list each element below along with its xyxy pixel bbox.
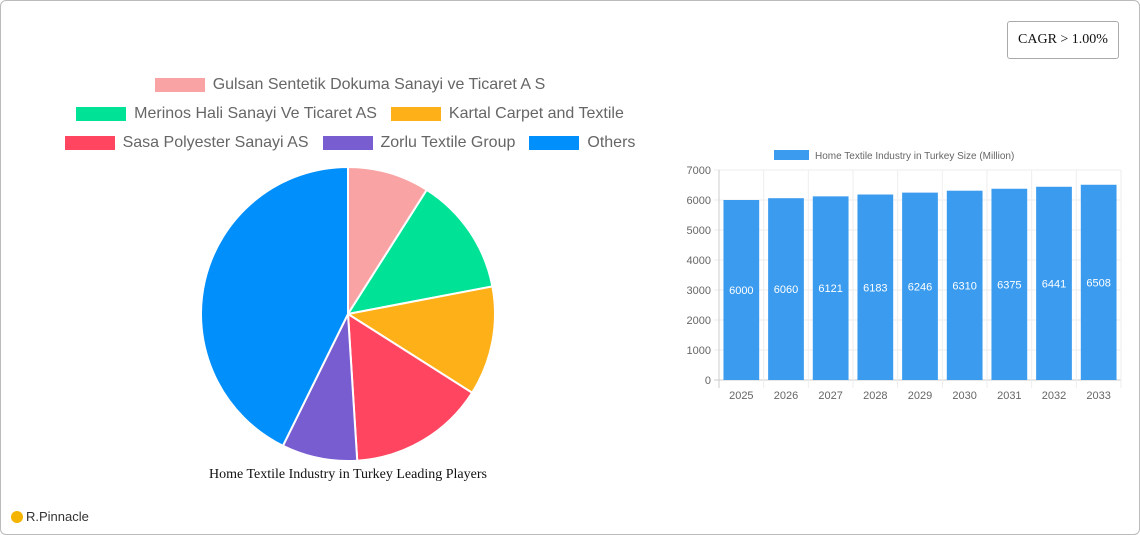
x-tick-label: 2027 bbox=[818, 390, 842, 402]
bar[interactable] bbox=[946, 190, 983, 380]
pie-slice[interactable] bbox=[347, 165, 429, 318]
brand-logo: R.Pinnacle bbox=[11, 509, 89, 524]
y-tick-label: 4000 bbox=[687, 255, 711, 267]
bar-value-label: 6000 bbox=[729, 285, 753, 297]
y-tick-label: 7000 bbox=[687, 165, 711, 177]
y-tick-label: 5000 bbox=[687, 225, 711, 237]
legend-label: Kartal Carpet and Textile bbox=[448, 105, 624, 122]
legend-item[interactable]: Zorlu Textile Group bbox=[322, 134, 516, 152]
x-tick-label: 2033 bbox=[1086, 390, 1110, 402]
bar-value-label: 6060 bbox=[774, 284, 798, 296]
y-tick-label: 6000 bbox=[687, 195, 711, 207]
x-tick-label: 2032 bbox=[1042, 390, 1066, 402]
pie-slice[interactable] bbox=[345, 285, 496, 395]
legend-label: Sasa Polyester Sanayi AS bbox=[122, 134, 309, 151]
legend-item[interactable]: Gulsan Sentetik Dokuma Sanayi ve Ticaret… bbox=[154, 76, 546, 94]
bar-chart: 0 1000 2000 3000 4000 5000 6000 7000 6000 2025 606… bbox=[687, 150, 1122, 402]
pie-slice[interactable] bbox=[200, 165, 349, 448]
legend-label: Zorlu Textile Group bbox=[380, 134, 516, 151]
bar[interactable] bbox=[812, 196, 849, 380]
x-tick-label: 2031 bbox=[997, 390, 1021, 402]
bar-value-label: 6441 bbox=[1042, 278, 1066, 290]
legend-swatch bbox=[529, 136, 580, 150]
x-tick-label: 2028 bbox=[863, 390, 887, 402]
legend-item[interactable]: Sasa Polyester Sanayi AS bbox=[64, 134, 309, 152]
bar-legend-label[interactable]: Home Textile Industry in Turkey Size (Mi… bbox=[815, 151, 1014, 162]
y-tick-label: 2000 bbox=[687, 315, 711, 327]
bar-value-label: 6121 bbox=[818, 283, 842, 295]
x-tick-label: 2030 bbox=[952, 390, 976, 402]
legend-swatch bbox=[154, 78, 205, 92]
bar[interactable] bbox=[1080, 184, 1117, 380]
bar[interactable] bbox=[857, 194, 894, 380]
pie-chart bbox=[200, 165, 496, 462]
brand-name: R.Pinnacle bbox=[26, 509, 89, 524]
legend-swatch bbox=[76, 107, 127, 121]
bar[interactable] bbox=[768, 198, 804, 380]
legend-swatch bbox=[390, 107, 441, 121]
cagr-badge: CAGR > 1.00% bbox=[1007, 21, 1119, 59]
pie-slice[interactable] bbox=[345, 188, 494, 316]
y-tick-label: 1000 bbox=[687, 345, 711, 357]
bar-value-label: 6183 bbox=[863, 282, 887, 294]
bar[interactable] bbox=[1036, 186, 1072, 380]
legend-swatch bbox=[64, 136, 115, 150]
pie-slice[interactable] bbox=[346, 312, 474, 462]
logo-icon bbox=[11, 510, 23, 523]
legend-item[interactable]: Others bbox=[529, 134, 635, 152]
legend-row: Gulsan Sentetik Dokuma Sanayi ve Ticaret… bbox=[0, 76, 700, 94]
x-tick-label: 2029 bbox=[908, 390, 932, 402]
legend-label: Gulsan Sentetik Dokuma Sanayi ve Ticaret… bbox=[212, 76, 546, 93]
y-tick-label: 0 bbox=[705, 375, 711, 387]
bar-legend-swatch bbox=[774, 150, 809, 160]
bar[interactable] bbox=[991, 188, 1028, 380]
bar-value-label: 6375 bbox=[997, 279, 1021, 291]
bar-value-label: 6508 bbox=[1086, 277, 1110, 289]
legend-row: Sasa Polyester Sanayi AS Zorlu Textile Gr… bbox=[0, 134, 700, 152]
legend-label: Merinos Hali Sanayi Ve Ticaret AS bbox=[134, 105, 377, 122]
x-tick-label: 2026 bbox=[774, 390, 798, 402]
legend-item[interactable]: Kartal Carpet and Textile bbox=[390, 105, 624, 123]
legend-row: Merinos Hali Sanayi Ve Ticaret AS Kartal … bbox=[0, 105, 700, 123]
y-tick-label: 3000 bbox=[687, 285, 711, 297]
legend-swatch bbox=[322, 136, 373, 150]
x-tick-label: 2025 bbox=[729, 390, 753, 402]
legend-label: Others bbox=[587, 134, 636, 151]
bar[interactable] bbox=[902, 192, 938, 380]
bar-value-label: 6246 bbox=[908, 281, 932, 293]
legend-item[interactable]: Merinos Hali Sanayi Ve Ticaret AS bbox=[76, 105, 377, 123]
bar-value-label: 6310 bbox=[952, 280, 976, 292]
pie-title: Home Textile Industry in Turkey Leading … bbox=[209, 467, 487, 482]
bar[interactable] bbox=[723, 200, 760, 380]
